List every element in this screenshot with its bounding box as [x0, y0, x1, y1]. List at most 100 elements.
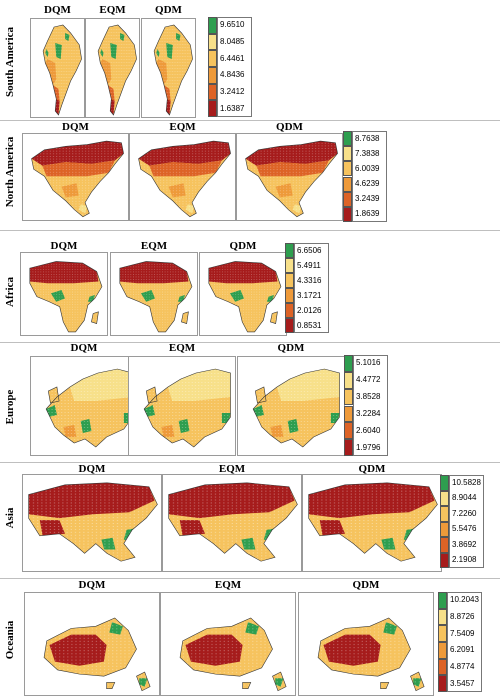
- legend-swatch: [344, 405, 353, 423]
- legend-swatch: [344, 388, 353, 406]
- coastline: [146, 387, 157, 403]
- value-zone: [278, 599, 289, 607]
- legend-swatch: [343, 191, 352, 207]
- legend-swatch: [285, 243, 294, 258]
- map-africa-qdm: [199, 252, 287, 336]
- legend-swatch: [438, 658, 447, 676]
- map-north-america-eqm: [129, 133, 236, 221]
- legend-value: 4.6239: [355, 179, 380, 189]
- legend-swatch: [440, 521, 449, 537]
- coastline: [144, 369, 230, 447]
- region-label: Asia: [4, 507, 16, 529]
- panel-separator: [0, 120, 500, 121]
- legend-value: 3.1721: [297, 290, 322, 300]
- legend-label-box: [217, 17, 252, 117]
- legend-value: 8.8726: [450, 612, 475, 621]
- coastline: [29, 483, 158, 561]
- coastline: [273, 672, 287, 691]
- legend-value: 8.7638: [355, 133, 380, 143]
- legend-value: 3.8528: [356, 392, 381, 402]
- legend-swatch: [208, 100, 217, 117]
- legend-value: 1.9796: [356, 442, 381, 452]
- legend-value: 6.6506: [297, 245, 322, 255]
- legend-swatch: [440, 490, 449, 506]
- method-label-dqm: DQM: [70, 342, 98, 354]
- coastline: [411, 672, 425, 691]
- method-label-eqm: EQM: [214, 579, 242, 591]
- legend-value: 2.1908: [452, 555, 477, 565]
- legend-label-box: [352, 131, 387, 222]
- legend-swatch: [440, 552, 449, 568]
- map-asia-qdm: [302, 474, 442, 572]
- legend-swatch: [343, 146, 352, 162]
- map-south-america-dqm: [30, 18, 85, 118]
- legend-value: 6.2091: [450, 645, 475, 655]
- region-label: Oceania: [4, 620, 16, 660]
- legend-label-box: [449, 475, 484, 568]
- legend-value: 8.0485: [220, 37, 245, 46]
- legend-value: 3.2284: [356, 408, 381, 418]
- coastline: [48, 387, 59, 403]
- legend-value: 4.8774: [450, 662, 475, 671]
- value-zone: [416, 599, 427, 607]
- method-label-dqm: DQM: [78, 463, 106, 475]
- value-zone: [140, 551, 155, 562]
- map-asia-eqm: [162, 474, 302, 572]
- legend-swatch: [438, 608, 447, 626]
- coastline: [246, 141, 338, 217]
- method-label-dqm: DQM: [50, 240, 78, 252]
- legend-swatch: [438, 675, 447, 692]
- coastline: [139, 141, 231, 217]
- panel-separator: [0, 342, 500, 343]
- legend-swatch: [438, 625, 447, 642]
- legend-value: 3.2412: [220, 87, 245, 96]
- coastline: [91, 312, 98, 324]
- method-label-eqm: EQM: [99, 4, 126, 16]
- map-oceania-dqm: [24, 592, 160, 696]
- legend-value: 7.5409: [450, 628, 475, 638]
- map-south-america-eqm: [85, 18, 140, 118]
- legend-swatch: [343, 131, 352, 147]
- value-zone: [142, 599, 153, 607]
- map-europe-eqm: [128, 356, 236, 456]
- legend-swatch: [208, 33, 217, 51]
- map-europe-dqm: [30, 356, 138, 456]
- region-label: Africa: [4, 277, 16, 307]
- legend-swatch: [208, 17, 217, 34]
- legend-swatch: [208, 67, 217, 84]
- legend-swatch: [208, 83, 217, 101]
- method-label-qdm: QDM: [358, 463, 386, 475]
- legend-value: 5.1016: [356, 358, 381, 368]
- legend-value: 10.2043: [450, 595, 479, 605]
- legend-swatch: [438, 642, 447, 659]
- coastline: [243, 682, 251, 688]
- legend-value: 7.2260: [452, 508, 477, 518]
- map-europe-qdm: [237, 356, 345, 456]
- map-africa-dqm: [20, 252, 108, 336]
- coastline: [43, 25, 82, 115]
- method-label-eqm: EQM: [168, 342, 196, 354]
- legend-swatch: [344, 355, 353, 372]
- coastline: [381, 682, 389, 688]
- coastline: [309, 483, 438, 561]
- legend-value: 1.8639: [355, 209, 380, 219]
- coastline: [318, 618, 410, 676]
- legend-value: 1.6387: [220, 103, 245, 113]
- panel-separator: [0, 462, 500, 463]
- legend-value: 4.8436: [220, 70, 245, 80]
- legend-value: 10.5828: [452, 477, 481, 487]
- method-label-dqm: DQM: [78, 579, 106, 591]
- legend-value: 2.0126: [297, 305, 322, 315]
- coastline: [120, 261, 192, 332]
- legend-swatch: [343, 176, 352, 192]
- panel-separator: [0, 230, 500, 231]
- legend-label-box: [294, 243, 329, 333]
- legend-swatch: [285, 288, 294, 303]
- method-label-qdm: QDM: [276, 121, 303, 133]
- legend-value: 5.4911: [297, 260, 321, 270]
- legend-value: 7.3838: [355, 148, 380, 158]
- coastline: [180, 618, 272, 676]
- coastline: [30, 261, 102, 332]
- legend-value: 3.8692: [452, 539, 477, 549]
- legend-swatch: [438, 592, 447, 609]
